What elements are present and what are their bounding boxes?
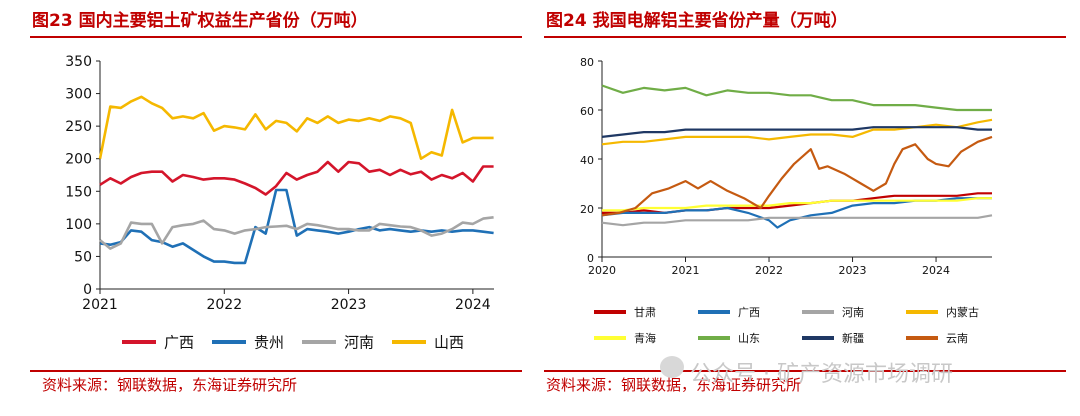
- legend-label: 广西: [738, 306, 760, 319]
- series-line-青海: [602, 197, 992, 212]
- legend-label: 山东: [738, 332, 760, 345]
- y-tick-label: 250: [65, 119, 92, 135]
- chart-panel-bauxite: 图23 国内主要铝土矿权益生产省份（万吨） 0 50 100 150 200 250 300…: [0, 0, 530, 416]
- legend-label: 山西: [434, 333, 464, 351]
- wechat-icon: [660, 356, 684, 378]
- legend-label: 河南: [842, 306, 864, 319]
- series-line-河南: [601, 214, 993, 227]
- x-tick-label: 2024: [922, 264, 950, 277]
- y-tick-label: 300: [65, 87, 92, 103]
- series-line-贵州: [99, 188, 494, 265]
- legend-label: 内蒙古: [946, 305, 979, 319]
- y-tick-label: 40: [580, 154, 594, 167]
- x-tick-label: 2023: [839, 264, 867, 277]
- y-tick-label: 0: [587, 252, 594, 265]
- chart-title: 图24 我国电解铝主要省份产量（万吨）: [546, 11, 848, 31]
- chart-title: 图23 国内主要铝土矿权益生产省份（万吨）: [32, 11, 368, 31]
- chart-panel-aluminium: 图24 我国电解铝主要省份产量（万吨） 0 20 40 60 80 2020 2021 202…: [540, 0, 1080, 416]
- x-tick-label: 2022: [206, 297, 242, 313]
- y-tick-label: 150: [65, 184, 92, 200]
- legend-label: 贵州: [254, 333, 284, 351]
- y-tick-label: 80: [580, 56, 594, 69]
- series-line-山东: [601, 84, 992, 112]
- legend-label: 广西: [164, 333, 194, 351]
- title-rule: [30, 36, 522, 38]
- series-line-内蒙古: [601, 118, 993, 146]
- series-line-山西: [98, 95, 494, 160]
- legend-label: 甘肃: [634, 306, 656, 319]
- source-note: 资料来源：钢联数据，东海证券研究所: [546, 376, 802, 394]
- source-rule: [30, 370, 522, 372]
- y-tick-label: 200: [65, 152, 92, 168]
- x-tick-label: 2024: [455, 297, 491, 313]
- series-line-河南: [99, 216, 494, 250]
- legend-label: 青海: [634, 331, 656, 345]
- legend-label: 云南: [946, 332, 968, 345]
- y-tick-label: 60: [580, 105, 594, 118]
- series-line-云南: [601, 135, 993, 217]
- legend-label: 河南: [344, 333, 374, 351]
- y-tick-label: 100: [65, 217, 92, 233]
- x-tick-label: 2021: [672, 264, 700, 277]
- watermark: 公众号 · 矿产资源市场调研: [690, 362, 953, 387]
- series-line-广西: [99, 160, 494, 196]
- title-rule: [544, 36, 1066, 38]
- line-chart-aluminium: 0 20 40 60 80 2020 2021 2022 2023 2024 甘肃 广西 河南 内蒙古青海…: [580, 56, 993, 345]
- x-tick-label: 2021: [82, 297, 118, 313]
- y-tick-label: 20: [580, 203, 594, 216]
- y-tick-label: 50: [74, 249, 92, 265]
- x-tick-label: 2023: [331, 297, 367, 313]
- y-tick-label: 0: [83, 282, 92, 298]
- line-chart-bauxite: 0 50 100 150 200 250 300 350 2021 2022 2023 2024 广西 贵…: [65, 54, 494, 351]
- x-tick-label: 2022: [755, 264, 783, 277]
- series-line-新疆: [601, 126, 992, 138]
- source-note: 资料来源：钢联数据，东海证券研究所: [42, 376, 298, 394]
- y-tick-label: 350: [65, 54, 92, 70]
- legend-label: 新疆: [842, 331, 864, 345]
- source-rule: [544, 370, 1066, 372]
- x-tick-label: 2020: [588, 264, 616, 277]
